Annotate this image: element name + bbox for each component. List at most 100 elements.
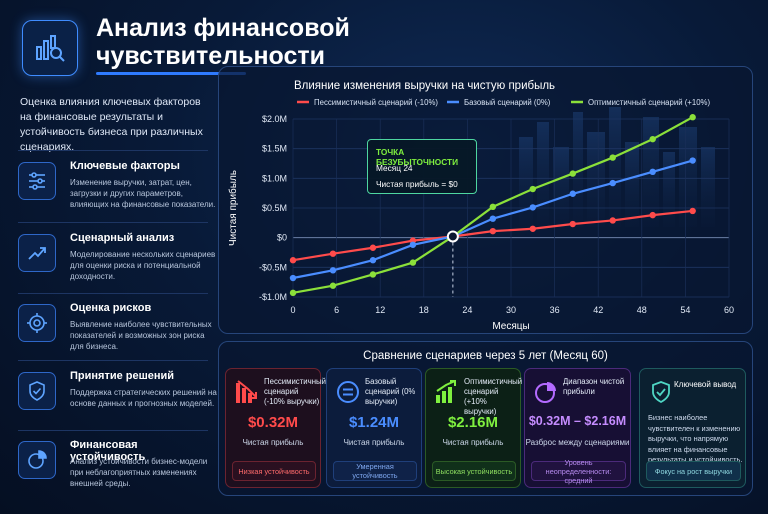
factor-item-decisions: Принятие решений Поддержка стратегически… — [18, 370, 217, 434]
data-point — [609, 179, 616, 187]
status-badge: Умеренная устойчивость — [333, 461, 417, 481]
data-point — [489, 215, 497, 222]
shield-check-icon — [647, 378, 675, 406]
card-sub: Разброс между сценариями — [525, 438, 630, 447]
legend-label: Пессимистичный сценарий (-10%) — [314, 98, 438, 107]
y-tick-label: $0.5M — [262, 203, 287, 213]
equals-circle-icon — [334, 378, 362, 406]
x-tick-label: 60 — [724, 305, 734, 315]
factor-title: Ключевые факторы — [70, 160, 180, 172]
card-value: $0.32M — [247, 414, 299, 431]
data-point — [409, 241, 417, 248]
data-point — [569, 170, 576, 177]
data-point — [689, 207, 696, 215]
card-range: Диапазон чистой прибыли $0.32M – $2.16M … — [524, 368, 631, 488]
bar-chart-magnifier-icon — [22, 20, 78, 76]
y-tick-label: $1.0M — [262, 173, 287, 183]
conclusion-text: Бизнес наиболее чувствителен к изменению… — [648, 413, 743, 464]
card-label: Оптимистичный сценарий (+10% выручки) — [464, 377, 523, 416]
x-tick-label: 24 — [462, 305, 472, 315]
factor-desc: Изменение выручки, затрат, цен, загрузки… — [70, 178, 216, 209]
card-label: Базовый сценарий (0% выручки) — [365, 377, 416, 406]
bars-up-icon — [433, 378, 461, 406]
comparison-panel: Сравнение сценариев через 5 лет (Месяц 6… — [218, 341, 753, 496]
factor-item-key-factors: Ключевые факторы Изменение выручки, затр… — [18, 160, 215, 224]
chart-axes: -$1.0M -$0.5M $0 $0.5M $1.0M $1.5M $2.0M 0 6 12 18… — [227, 114, 734, 332]
card-label: Диапазон чистой прибыли — [563, 377, 625, 396]
data-point — [609, 154, 616, 161]
data-point — [529, 185, 536, 193]
data-point — [289, 257, 297, 264]
card-sub: Чистая прибыль — [442, 438, 504, 447]
data-point — [329, 250, 337, 257]
card-label: Пессимистичный сценарий (-10% выручки) — [264, 377, 326, 406]
conclusion-title: Ключевой вывод — [674, 380, 737, 389]
data-point — [689, 157, 696, 164]
pie-chart-icon — [532, 378, 560, 406]
data-point — [409, 259, 417, 266]
y-axis-title: Чистая прибыль — [227, 170, 239, 246]
factor-desc: Анализ устойчивости бизнес-модели при не… — [70, 457, 208, 488]
status-badge: Низкая устойчивость — [232, 461, 316, 481]
x-tick-label: 42 — [593, 305, 603, 315]
target-icon — [18, 304, 56, 342]
line-chart: Влияние изменения выручки на чистую приб… — [227, 80, 734, 332]
card-sub: Чистая прибыль — [242, 438, 304, 447]
x-tick-label: 12 — [375, 305, 385, 315]
x-tick-label: 18 — [419, 305, 429, 315]
status-badge: Высокая устойчивость — [432, 461, 516, 481]
card-base: Базовый сценарий (0% выручки) $1.24M Чис… — [326, 368, 422, 488]
comparison-title: Сравнение сценариев через 5 лет (Месяц 6… — [363, 350, 608, 362]
factor-item-stability: Финансовая устойчивость Анализ устойчиво… — [18, 439, 210, 503]
divider — [18, 150, 208, 151]
factor-desc: Поддержка стратегических решений на осно… — [70, 388, 217, 408]
status-badge: Уровень неопределенности: средний — [531, 458, 626, 485]
data-point — [369, 257, 377, 264]
card-value: $0.32M – $2.16M — [528, 414, 627, 428]
data-point — [489, 227, 497, 235]
y-tick-label: -$1.0M — [259, 292, 287, 302]
focus-badge: Фокус на рост выручки — [646, 461, 741, 481]
factor-title: Принятие решений — [70, 370, 175, 382]
trend-up-icon — [18, 234, 56, 272]
y-tick-label: $0 — [277, 233, 287, 243]
chart-title: Влияние изменения выручки на чистую приб… — [294, 80, 555, 92]
title-underline — [96, 72, 246, 75]
pie-chart-icon — [18, 441, 56, 479]
x-tick-label: 48 — [637, 305, 647, 315]
chart-grid — [292, 118, 730, 298]
divider — [18, 222, 208, 223]
data-point — [289, 274, 297, 282]
bars-down-icon — [233, 378, 261, 406]
card-value: $2.16M — [447, 414, 499, 431]
x-tick-label: 54 — [680, 305, 690, 315]
divider — [18, 293, 208, 294]
data-point — [529, 204, 536, 211]
data-point — [609, 217, 616, 224]
data-point — [569, 190, 576, 197]
card-optimistic: Оптимистичный сценарий (+10% выручки) $2… — [425, 368, 523, 488]
factor-title: Сценарный анализ — [70, 232, 175, 244]
factor-item-scenario: Сценарный анализ Моделирование нескольки… — [18, 232, 215, 296]
callout-profit: Чистая прибыль = $0 — [376, 179, 458, 189]
chart-legend: Пессимистичный сценарий (-10%) Базовый сц… — [297, 98, 710, 107]
data-point — [489, 203, 497, 211]
x-tick-label: 6 — [334, 305, 339, 315]
page-title: Анализ финансовой чувствительности — [96, 14, 350, 70]
y-tick-label: -$0.5M — [259, 262, 287, 272]
factor-item-risks: Оценка рисков Выявление наиболее чувстви… — [18, 302, 212, 366]
card-sub: Чистая прибыль — [343, 438, 405, 447]
sliders-icon — [18, 162, 56, 200]
data-point — [329, 282, 337, 289]
x-tick-label: 0 — [290, 305, 295, 315]
skyline-decoration — [519, 107, 715, 227]
x-axis-title: Месяцы — [492, 321, 529, 332]
chart-panel: Влияние изменения выручки на чистую приб… — [218, 66, 753, 334]
data-point — [529, 225, 536, 232]
breakeven-marker — [446, 230, 459, 297]
data-point — [649, 211, 656, 219]
data-point — [369, 244, 377, 251]
divider — [18, 360, 208, 361]
breakeven-point — [446, 230, 459, 243]
breakeven-callout: ТОЧКА БЕЗУБЫТОЧНОСТИ Месяц 24 Чистая при… — [367, 139, 477, 194]
